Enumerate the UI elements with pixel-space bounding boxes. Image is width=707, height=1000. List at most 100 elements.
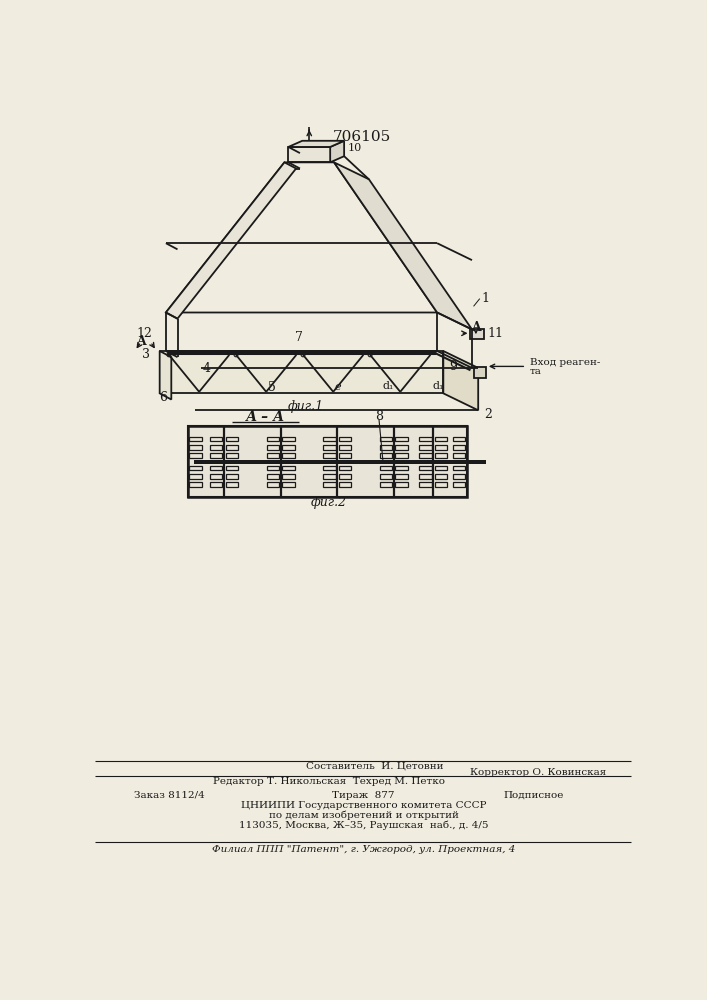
Bar [323, 482, 336, 487]
Polygon shape [334, 162, 472, 329]
Text: A: A [136, 335, 146, 348]
Text: 1: 1 [481, 292, 489, 305]
Text: фиг.2: фиг.2 [310, 496, 346, 509]
Bar [452, 445, 465, 450]
Bar [323, 466, 336, 470]
Text: 3: 3 [142, 348, 151, 361]
Text: e: e [334, 382, 341, 392]
Text: по делам изобретений и открытий: по делам изобретений и открытий [269, 811, 458, 820]
Polygon shape [443, 351, 478, 410]
Bar [210, 466, 223, 470]
Bar [226, 445, 238, 450]
Bar [323, 437, 336, 441]
Bar [189, 445, 201, 450]
Bar [395, 482, 408, 487]
Text: 7: 7 [296, 331, 303, 344]
Text: 6: 6 [160, 391, 168, 404]
Bar [226, 453, 238, 458]
Bar [226, 466, 238, 470]
Bar [452, 482, 465, 487]
Text: Заказ 8112/4: Заказ 8112/4 [134, 791, 205, 800]
Bar [380, 482, 392, 487]
Bar [419, 445, 432, 450]
Bar [435, 437, 448, 441]
Bar [267, 466, 279, 470]
Text: 5: 5 [268, 381, 276, 394]
Bar [419, 466, 432, 470]
Bar [474, 367, 486, 378]
Text: ЦНИИПИ Государственного комитета СССР: ЦНИИПИ Государственного комитета СССР [241, 801, 486, 810]
Bar [288, 147, 331, 162]
Bar [160, 351, 443, 393]
Text: та: та [530, 367, 542, 376]
Bar [339, 466, 351, 470]
Bar [419, 453, 432, 458]
Bar [435, 482, 448, 487]
Bar [435, 466, 448, 470]
Bar [470, 329, 484, 339]
Text: 9: 9 [450, 360, 457, 373]
Bar [187, 426, 467, 497]
Bar [339, 474, 351, 479]
Bar [226, 437, 238, 441]
Bar [419, 474, 432, 479]
Bar [395, 437, 408, 441]
Bar [452, 474, 465, 479]
Bar [189, 437, 201, 441]
Bar [282, 466, 295, 470]
Text: Тираж  877: Тираж 877 [332, 791, 395, 800]
Bar [435, 445, 448, 450]
Bar [419, 437, 432, 441]
Bar [323, 445, 336, 450]
Bar [380, 453, 392, 458]
Bar [189, 482, 201, 487]
Bar [267, 453, 279, 458]
Bar [267, 437, 279, 441]
Text: A: A [471, 321, 481, 334]
Text: 10: 10 [348, 143, 362, 153]
Polygon shape [330, 141, 344, 162]
Bar [435, 453, 448, 458]
Text: А – А: А – А [245, 410, 285, 424]
Text: 4: 4 [202, 362, 210, 375]
Bar [339, 445, 351, 450]
Bar [339, 453, 351, 458]
Bar [267, 482, 279, 487]
Text: Подписное: Подписное [504, 791, 564, 800]
Bar [380, 437, 392, 441]
Text: Корректор О. Ковинская: Корректор О. Ковинская [469, 768, 606, 777]
Bar [380, 474, 392, 479]
Bar [380, 445, 392, 450]
Bar [282, 474, 295, 479]
Bar [210, 445, 223, 450]
Bar [282, 445, 295, 450]
Text: 113035, Москва, Ж–35, Раушская  наб., д. 4/5: 113035, Москва, Ж–35, Раушская наб., д. … [239, 821, 489, 830]
Bar [395, 453, 408, 458]
Bar [339, 482, 351, 487]
Bar [210, 453, 223, 458]
Polygon shape [166, 162, 296, 319]
Text: 706105: 706105 [333, 130, 391, 144]
Polygon shape [160, 351, 171, 400]
Bar [282, 453, 295, 458]
Text: 12: 12 [136, 327, 152, 340]
Polygon shape [166, 162, 437, 312]
Bar [189, 466, 201, 470]
Text: Составитель  И. Цетовни: Составитель И. Цетовни [306, 762, 444, 771]
Bar [395, 474, 408, 479]
Bar [189, 453, 201, 458]
Bar [395, 445, 408, 450]
Bar [226, 474, 238, 479]
Bar [452, 437, 465, 441]
Bar [210, 482, 223, 487]
Text: фиг.1: фиг.1 [287, 400, 323, 413]
Text: 8: 8 [375, 410, 383, 423]
Bar [267, 474, 279, 479]
Text: d₁: d₁ [382, 381, 394, 391]
Bar [323, 474, 336, 479]
Bar [452, 453, 465, 458]
Bar [380, 466, 392, 470]
Polygon shape [288, 141, 344, 147]
Text: 2: 2 [484, 408, 492, 421]
Bar [323, 453, 336, 458]
